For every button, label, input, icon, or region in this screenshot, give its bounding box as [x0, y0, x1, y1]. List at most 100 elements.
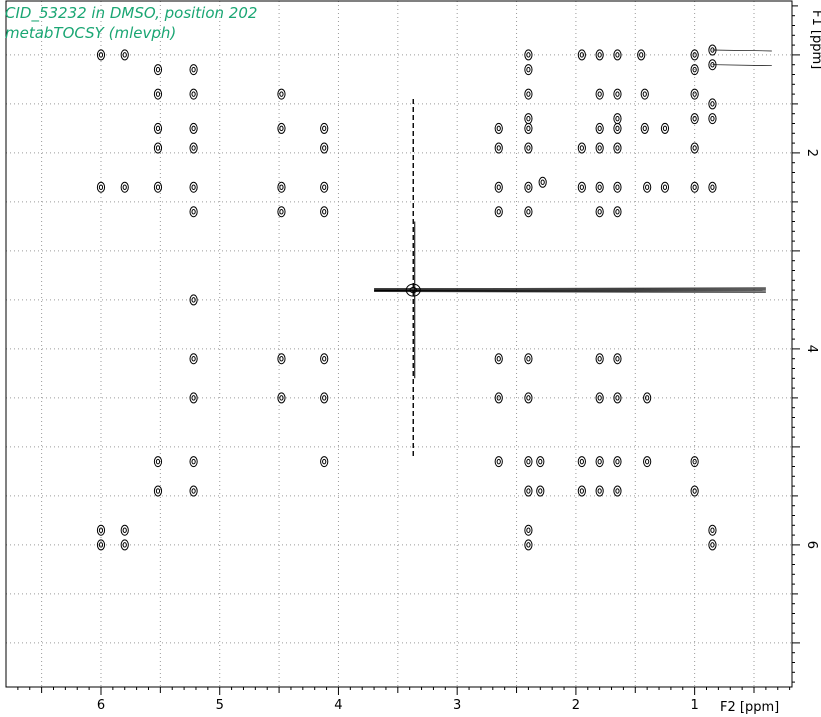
contour-ring — [540, 179, 545, 186]
contour-ring — [710, 542, 715, 548]
contour-ring — [526, 355, 531, 362]
cross-peak — [577, 181, 586, 193]
contour-ring — [189, 294, 198, 306]
x-axis-ticks: 6 5 4 3 2 1 — [17, 687, 791, 713]
x-tick-label: 3 — [453, 698, 461, 713]
contour-ring — [615, 125, 620, 132]
x-tick-label: 1 — [690, 698, 698, 713]
cross-peak — [613, 353, 622, 365]
cross-peak — [613, 392, 622, 404]
cross-peak — [277, 181, 286, 193]
contour-ring — [595, 206, 604, 218]
cross-peak — [708, 113, 717, 125]
cross-peak — [690, 456, 699, 468]
contour-ring — [579, 458, 584, 465]
cross-peak — [494, 353, 503, 365]
cross-peak — [690, 113, 699, 125]
cross-peak — [613, 206, 622, 218]
contour-ring — [645, 395, 650, 401]
cross-peak — [320, 456, 329, 468]
cross-peak — [690, 64, 699, 76]
y-tick-label: 2 — [804, 149, 819, 157]
contour-ring — [710, 115, 715, 122]
y-axis-label: F1 [ppm] — [809, 10, 821, 69]
contour-ring — [496, 125, 501, 132]
contour-ring — [494, 142, 503, 154]
contour-ring — [526, 395, 531, 401]
contour-ring — [577, 49, 586, 61]
contour-ring — [494, 122, 503, 134]
cross-peak — [690, 88, 699, 100]
cross-peak — [595, 353, 604, 365]
cross-peak — [595, 392, 604, 404]
contour-ring — [690, 456, 699, 468]
contour-ring — [191, 395, 196, 401]
contour-ring — [320, 142, 329, 154]
contour-ring — [277, 392, 286, 404]
y-tick-label: 6 — [804, 541, 819, 549]
contour-ring — [595, 392, 604, 404]
contour-ring — [662, 125, 668, 132]
cross-peak — [690, 485, 699, 497]
contour-ring — [643, 181, 652, 193]
cross-peak — [524, 485, 533, 497]
contour-ring — [690, 485, 699, 497]
cross-peak — [640, 88, 649, 100]
contour-ring — [536, 456, 545, 468]
contour-ring — [189, 142, 198, 154]
cross-peak — [643, 392, 652, 404]
contour-ring — [710, 184, 715, 190]
contour-ring — [191, 208, 196, 215]
contour-ring — [96, 49, 106, 61]
contour-ring — [277, 122, 286, 134]
cross-peak — [524, 113, 533, 125]
contour-ring — [595, 122, 604, 134]
contour-ring — [579, 184, 584, 190]
contour-ring — [643, 392, 652, 404]
contour-ring — [615, 458, 620, 465]
cross-peak — [153, 142, 163, 154]
contour-ring — [615, 395, 620, 401]
contour-ring — [595, 456, 604, 468]
contour-ring — [526, 145, 531, 151]
contour-ring — [524, 49, 533, 61]
contour-ring — [613, 113, 622, 125]
contour-ring — [155, 184, 161, 190]
cross-peak — [708, 524, 717, 536]
contour-ring — [708, 59, 717, 71]
contour-ring — [615, 52, 620, 58]
contour-ring — [615, 355, 620, 362]
x-tick-label: 4 — [334, 698, 342, 713]
cross-peak — [524, 524, 533, 536]
contour-ring — [710, 527, 715, 533]
methyl-trace — [712, 64, 772, 67]
cross-peak — [595, 122, 604, 134]
cross-peak — [595, 88, 604, 100]
contour-ring — [320, 392, 329, 404]
contour-ring — [155, 458, 161, 465]
contour-ring — [597, 458, 602, 465]
cross-peak — [320, 181, 329, 193]
contour-ring — [189, 122, 198, 134]
solvent-trace-horizontal — [374, 287, 766, 289]
contour-ring — [120, 49, 129, 61]
contour-ring — [692, 52, 697, 58]
contour-ring — [279, 91, 284, 97]
contour-ring — [322, 184, 327, 190]
cross-peak — [640, 122, 649, 134]
contour-ring — [692, 488, 697, 494]
contour-ring — [597, 91, 602, 97]
cross-peak — [613, 485, 622, 497]
contour-ring — [524, 392, 533, 404]
contour-ring — [496, 355, 501, 362]
contour-ring — [536, 485, 545, 497]
contour-ring — [191, 66, 196, 73]
cross-peak — [708, 181, 717, 193]
contour-ring — [189, 485, 198, 497]
contour-ring — [577, 485, 586, 497]
cross-peak — [613, 456, 622, 468]
contour-ring — [577, 181, 586, 193]
cross-peak — [189, 64, 198, 76]
cross-peak — [189, 181, 198, 193]
contour-ring — [122, 542, 127, 548]
